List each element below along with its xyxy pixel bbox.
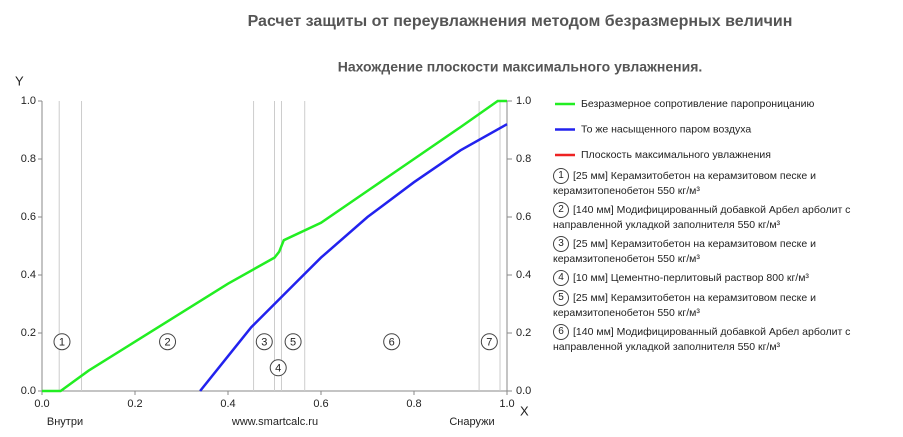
layer-item-number: 4 (553, 270, 569, 286)
layer-item: 1 [25 мм] Керамзитобетон на керамзитовом … (553, 168, 898, 198)
layer-marker (480, 333, 498, 351)
layer-marker (255, 333, 273, 351)
y-tick-label: 0.8 (21, 153, 36, 165)
x-tick-label: 0.4 (220, 398, 235, 410)
layer-number: 4 (275, 363, 281, 375)
x-label: X (520, 403, 529, 418)
layer-item-text: [10 мм] Цементно-перлитовый раствор 800 … (573, 271, 809, 284)
y-tick-label: 0.0 (21, 385, 36, 397)
inside-note: Внутри (47, 416, 83, 428)
layer-list: 1 [25 мм] Керамзитобетон на керамзитовом … (553, 168, 898, 437)
x-tick-label: 0.0 (34, 398, 49, 410)
layer-number: 5 (290, 337, 296, 349)
legend-label: То же насыщенного паром воздуха (581, 123, 751, 135)
layer-item-text: [25 мм] Керамзитобетон на керамзитовом п… (553, 169, 817, 197)
y2-tick-label: 0.6 (516, 211, 531, 223)
site-note: www.smartcalc.ru (231, 416, 318, 428)
layer-number: 7 (486, 337, 492, 349)
legend-label: Безразмерное сопротивление паропроницани… (581, 98, 814, 110)
layer-marker (284, 333, 302, 351)
y-tick-label: 1.0 (21, 95, 36, 107)
y-label: Y (15, 73, 24, 88)
y2-tick-label: 0.8 (516, 153, 531, 165)
layer-item-text: [25 мм] Керамзитобетон на керамзитовом п… (553, 291, 817, 319)
outside-note: Снаружи (449, 416, 494, 428)
layer-item-number: 3 (553, 236, 569, 252)
layer-item-number: 5 (553, 290, 569, 306)
x-tick-label: 0.6 (313, 398, 328, 410)
y2-tick-label: 0.4 (516, 269, 531, 281)
title: Расчет защиты от переувлажнения методом … (248, 13, 793, 30)
layer-number: 2 (164, 337, 170, 349)
subtitle: Нахождение плоскости максимального увлаж… (338, 59, 703, 75)
layer-number: 6 (389, 337, 395, 349)
layer-item: 6 [140 мм] Модифицированный добавкой Арбе… (553, 324, 898, 354)
x-tick-label: 0.8 (406, 398, 421, 410)
y-tick-label: 0.2 (21, 327, 36, 339)
layer-item: 3 [25 мм] Керамзитобетон на керамзитовом … (553, 236, 898, 266)
y2-tick-label: 1.0 (516, 95, 531, 107)
layer-item: 2 [140 мм] Модифицированный добавкой Арбе… (553, 202, 898, 232)
x-tick-label: 0.2 (127, 398, 142, 410)
y2-tick-label: 0.0 (516, 385, 531, 397)
y2-tick-label: 0.2 (516, 327, 531, 339)
layer-number: 1 (59, 337, 65, 349)
layer-marker (159, 333, 177, 351)
layer-number: 3 (261, 337, 267, 349)
series-line (199, 123, 508, 392)
layer-item-text: [140 мм] Модифицированный добавкой Арбел… (553, 325, 851, 353)
y-tick-label: 0.6 (21, 211, 36, 223)
layer-marker (53, 333, 71, 351)
layer-item: 5 [25 мм] Керамзитобетон на керамзитовом … (553, 290, 898, 320)
layer-marker (383, 333, 401, 351)
layer-item-text: [25 мм] Керамзитобетон на керамзитовом п… (553, 237, 817, 265)
layer-item-number: 1 (553, 168, 569, 184)
y-tick-label: 0.4 (21, 269, 36, 281)
layer-item-number: 6 (553, 324, 569, 340)
layer-item: 4 [10 мм] Цементно-перлитовый раствор 800… (553, 270, 898, 286)
layer-marker (269, 359, 287, 377)
layer-item-text: [140 мм] Модифицированный добавкой Арбел… (553, 203, 851, 231)
series-line (42, 99, 507, 393)
x-tick-label: 1.0 (499, 398, 514, 410)
layer-item-number: 2 (553, 202, 569, 218)
legend-label: Плоскость максимального увлажнения (581, 149, 771, 161)
